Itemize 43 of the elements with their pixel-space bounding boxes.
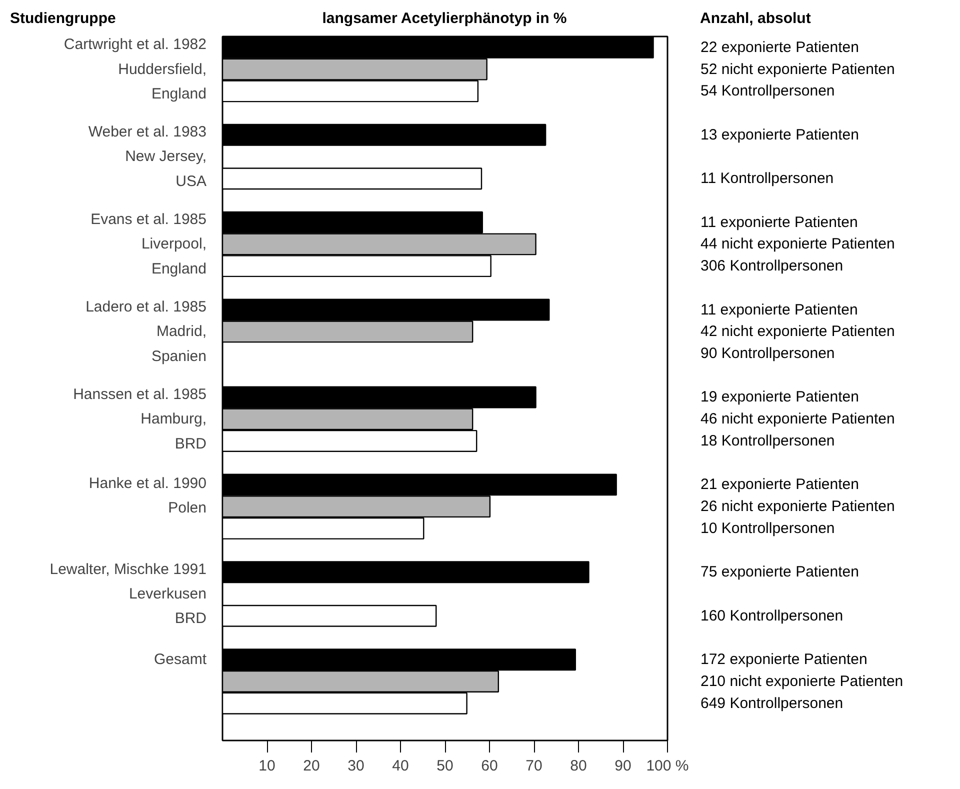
category-label: 18 Kontrollpersonen [700,432,835,450]
category-label: 42 nicht exponierte Patienten [700,323,895,340]
y-tick-label: Gesamt [154,651,208,668]
category-label: 90 Kontrollpersonen [700,345,835,362]
y-tick-label: Hanke et al. 1990 Polen [88,474,207,516]
y-tick-label: Weber et al. 1983 New Jersey, USA [88,124,207,190]
category-label: 44 nicht exponierte Patienten [700,236,895,253]
category-label: 160 Kontrollpersonen [700,607,844,624]
category-label: 46 nicht exponierte Patienten [700,410,895,428]
category-label: 172 exponierte Patienten [700,651,868,668]
category-label: 52 nicht exponierte Patienten [700,60,895,78]
category-label: 210 nicht exponierte Patienten [700,672,904,690]
category-label: 26 nicht exponierte Patienten [700,498,895,516]
chart-title: langsamer Acetylierphänotyp in % [322,9,567,29]
x-tick-label: 100 % [646,758,689,774]
category-label: 306 Kontrollpersonen [700,258,844,275]
category-label: 11 exponierte Patienten [700,301,858,318]
category-label: 11 Kontrollpersonen [700,170,834,188]
category-label: 649 Kontrollpersonen [700,694,844,712]
x-tick-label: 80 [570,758,587,774]
x-tick-label: 20 [303,758,320,774]
x-tick-label: 30 [348,758,364,774]
category-label: 54 Kontrollpersonen [700,82,835,100]
category-label: 22 exponierte Patienten [700,38,859,56]
x-tick-label: 70 [526,758,542,774]
x-tick-label: 60 [481,758,498,774]
y-tick-label: Lewalter, Mischke 1991 Leverkusen BRD [50,560,207,628]
y-tick-label: Cartwright et al. 1982 Huddersfield, England [64,36,207,102]
x-tick-label: 10 [258,758,276,774]
y-axis-title: Studiengruppe [10,9,116,29]
category-label: 21 exponierte Patienten [700,476,859,494]
x-tick-label: 50 [436,758,454,774]
y-tick-label: Ladero et al. 1985 Madrid, Spanien [86,298,207,365]
text: Anzahl, absolut [700,9,811,29]
category-label: 13 exponierte Patienten [700,126,859,144]
category-label: 11 exponierte Patienten [700,214,858,231]
y-tick-label: Hanssen et al. 1985 Hamburg, BRD [73,386,207,452]
category-label: 10 Kontrollpersonen [700,520,835,537]
x-tick-label: 40 [392,758,409,774]
category-label: 75 exponierte Patienten [700,564,859,581]
category-label: 19 exponierte Patienten [700,388,859,406]
y-tick-label: Evans et al. 1985 Liverpool, England [90,211,207,278]
x-tick-label: 90 [614,758,632,774]
